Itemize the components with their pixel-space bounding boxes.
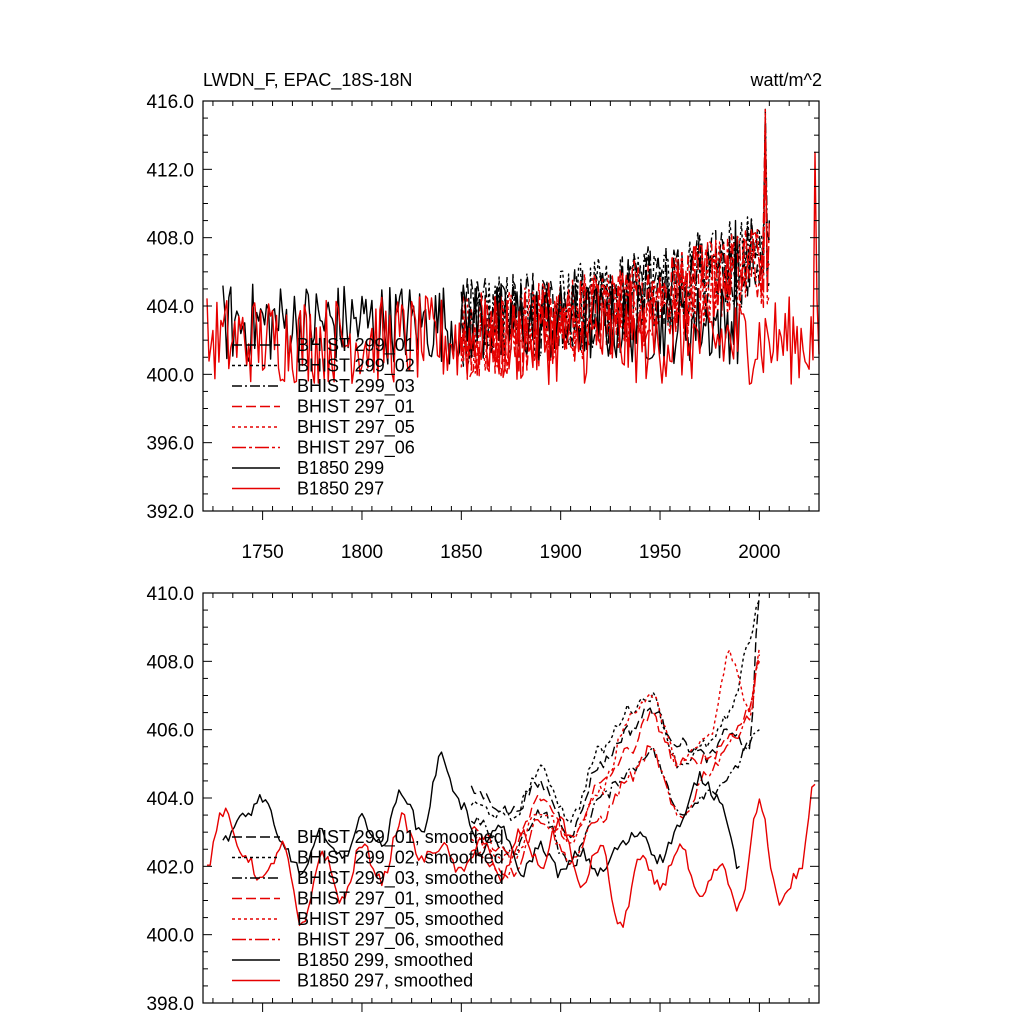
axes-group: 398.0 400.0 402.0 404.0 406.0 408.0 410.0: [146, 584, 819, 1015]
y-tick-label: 406.0: [146, 721, 194, 742]
units-label: watt/m^2: [750, 70, 822, 90]
y-tick-label: 408.0: [146, 652, 194, 673]
series-line: [207, 783, 816, 928]
legend-label: BHIST 297_06: [297, 438, 415, 459]
x-tick-label: 1750: [241, 542, 283, 563]
series-line: [471, 661, 761, 879]
x-tick-label: 1950: [639, 542, 681, 563]
series-line: [460, 108, 770, 374]
y-tick-label: 400.0: [146, 365, 194, 386]
series-line: [470, 599, 761, 824]
series-line: [222, 751, 740, 879]
legend-label: BHIST 297_01, smoothed: [297, 889, 504, 910]
axes-group: 392.0 396.0 400.0 404.0 408.0 412.0 416.0 1750 1…: [146, 92, 819, 563]
y-tick-label: 416.0: [146, 92, 194, 113]
series-line: [470, 592, 761, 839]
y-tick-label: 404.0: [146, 789, 194, 810]
y-tick-label: 402.0: [146, 857, 194, 878]
legend-label: BHIST 299_01: [297, 335, 415, 356]
x-tick-label: 1900: [540, 542, 582, 563]
series-line: [206, 151, 820, 386]
x-tick-label: 2000: [738, 542, 780, 563]
legend-label: BHIST 299_01, smoothed: [297, 827, 504, 848]
top-panel: LWDN_F, EPAC_18S-18N watt/m^2 392.0 396.0…: [146, 70, 822, 563]
legend-label: BHIST 299_03, smoothed: [297, 868, 504, 889]
series-group: [207, 592, 816, 928]
legend-label: B1850 297: [297, 479, 384, 499]
x-tick-label: 1800: [341, 542, 383, 563]
y-tick-label: 398.0: [146, 994, 194, 1015]
legend-label: BHIST 299_02, smoothed: [297, 848, 504, 869]
series-line: [470, 654, 761, 855]
series-line: [470, 647, 761, 863]
legend-label: BHIST 299_03: [297, 376, 415, 397]
y-tick-label: 396.0: [146, 434, 194, 455]
x-tick-label: 1850: [440, 542, 482, 563]
chart-title: LWDN_F, EPAC_18S-18N: [203, 70, 412, 91]
y-tick-label: 410.0: [146, 584, 194, 605]
bottom-panel: 398.0 400.0 402.0 404.0 406.0 408.0 410.0 BHIS…: [146, 584, 820, 1015]
legend-label: BHIST 297_05, smoothed: [297, 909, 504, 930]
legend-label: BHIST 297_01: [297, 397, 415, 418]
y-tick-label: 400.0: [146, 926, 194, 947]
legend-label: B1850 297, smoothed: [297, 971, 473, 991]
series-group: [206, 108, 820, 386]
plot-frame: [202, 100, 820, 512]
y-tick-label: 412.0: [146, 160, 194, 181]
legend-label: B1850 299: [297, 458, 384, 478]
legend-label: BHIST 297_05: [297, 417, 415, 438]
legend-label: BHIST 299_02: [297, 356, 415, 377]
legend-label: B1850 299, smoothed: [297, 950, 473, 970]
series-line: [222, 219, 741, 365]
legend-label: BHIST 297_06, smoothed: [297, 930, 504, 951]
plot-frame: [202, 592, 820, 1004]
series-line: [470, 729, 760, 867]
y-tick-label: 408.0: [146, 229, 194, 250]
y-tick-label: 404.0: [146, 297, 194, 318]
y-tick-label: 392.0: [146, 502, 194, 523]
